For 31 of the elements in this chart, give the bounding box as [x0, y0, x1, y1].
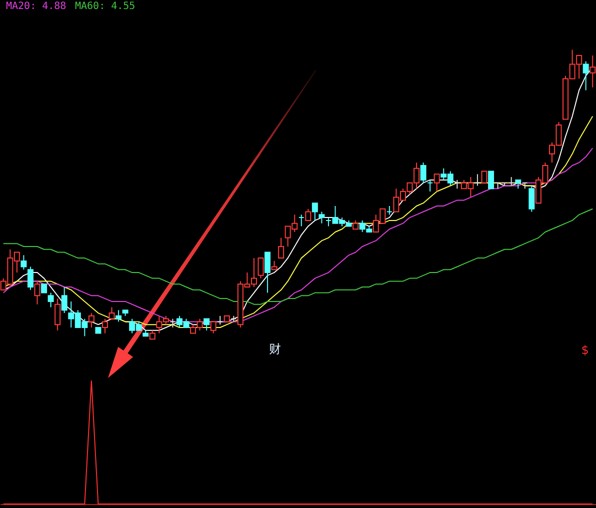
candlestick	[48, 292, 54, 308]
candlestick	[88, 312, 94, 328]
candlestick	[27, 266, 34, 290]
candlestick	[204, 318, 210, 331]
text: MA60: 4.55	[75, 1, 136, 12]
candlestick	[474, 174, 480, 186]
candlestick	[264, 252, 271, 294]
candlestick	[481, 170, 488, 184]
candlestick	[54, 298, 61, 331]
candlestick	[420, 162, 426, 184]
candlestick	[210, 321, 216, 334]
candlestick	[61, 286, 68, 314]
candlestick	[34, 280, 40, 305]
candlestick	[427, 179, 434, 192]
candlestick	[312, 202, 318, 221]
text: $	[581, 343, 589, 357]
candlestick	[318, 211, 325, 224]
candlestick	[102, 318, 108, 334]
candlestick	[108, 306, 115, 320]
candlestick	[298, 214, 304, 227]
candlestick	[582, 60, 589, 91]
text: MA20: 4.88	[6, 1, 66, 12]
text: 财	[269, 342, 281, 356]
candlestick	[528, 185, 535, 212]
candlestick	[488, 170, 494, 190]
candlestick	[305, 208, 312, 221]
candlestick	[258, 258, 264, 279]
candlestick	[278, 237, 284, 259]
candlestick	[434, 174, 440, 192]
candlestick	[20, 254, 27, 270]
candlestick	[116, 310, 122, 322]
